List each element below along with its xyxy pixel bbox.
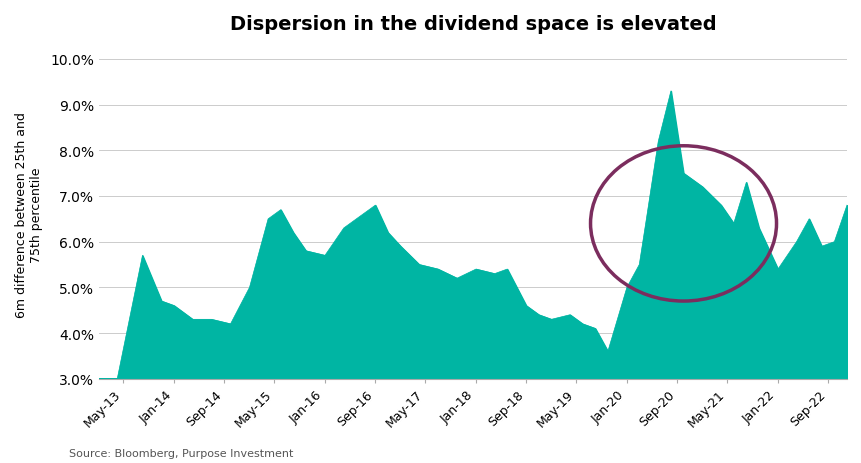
Title: Dispersion in the dividend space is elevated: Dispersion in the dividend space is elev…: [229, 15, 715, 34]
Y-axis label: 6m difference between 25th and
75th percentile: 6m difference between 25th and 75th perc…: [15, 112, 43, 318]
Text: Source: Bloomberg, Purpose Investment: Source: Bloomberg, Purpose Investment: [69, 448, 293, 458]
